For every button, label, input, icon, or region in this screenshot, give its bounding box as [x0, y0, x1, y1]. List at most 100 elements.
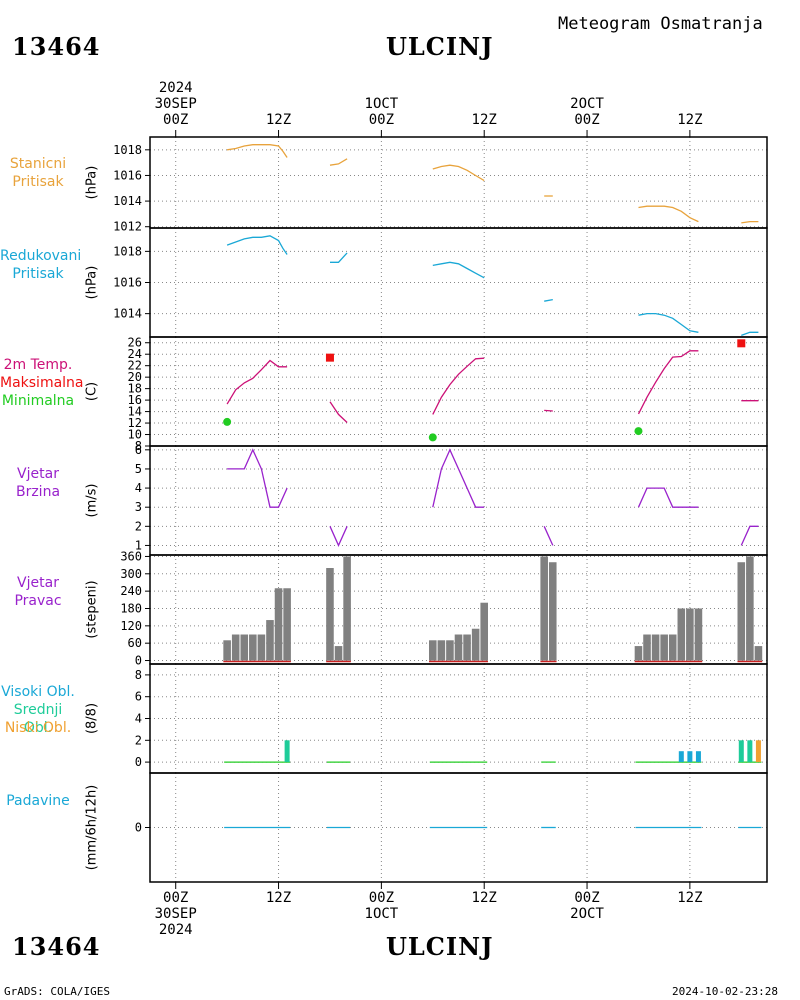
y-tick-label: 60: [128, 636, 142, 650]
time-label: 2024: [158, 80, 193, 96]
time-label: 12Z: [471, 890, 497, 906]
wind-speed-line: [329, 526, 348, 547]
panel-frame: [149, 136, 768, 229]
y-tick-label: 6: [135, 443, 142, 457]
y-tick-label: 1014: [113, 194, 142, 208]
wind-direction-bar: [326, 568, 334, 661]
y-tick-label: 0: [135, 821, 142, 835]
cloud-high-bar: [695, 751, 701, 763]
wind-direction-bar: [746, 556, 754, 661]
wind-direction-bar: [668, 634, 677, 661]
y-tick-label: 12: [128, 416, 142, 430]
wind-direction-bar: [266, 620, 274, 661]
tmin-marker: [223, 417, 232, 426]
cloud-mid-bar: [284, 740, 290, 763]
panel-label-wind-speed: Vjetar: [17, 466, 59, 482]
panel-label-wind-speed: Brzina: [15, 484, 61, 500]
footer-station-id: 13464: [12, 932, 101, 961]
cloud-high-bar: [678, 751, 684, 763]
wind-direction-bar: [548, 562, 557, 661]
y-tick-label: 18: [128, 382, 142, 396]
tmax-marker: [737, 339, 746, 348]
y-tick-label: 4: [135, 481, 142, 495]
panel-label-temperature: Minimalna: [1, 393, 75, 409]
time-label: 12Z: [265, 112, 292, 128]
wind-direction-bar: [480, 602, 488, 661]
reduced-pressure-line: [432, 261, 485, 279]
reduced-pressure-line: [226, 235, 288, 255]
wind-direction-bar: [471, 628, 480, 661]
cloud-low-bar: [755, 740, 761, 763]
station-id: 13464: [12, 32, 101, 61]
y-tick-label: 240: [120, 584, 142, 598]
time-label: 30SEP: [154, 906, 197, 922]
panel-frame: [149, 445, 768, 556]
temperature-line: [544, 409, 553, 412]
cloud-mid-bar: [738, 740, 744, 763]
y-tick-label: 14: [128, 405, 142, 419]
wind-direction-bar: [257, 634, 266, 661]
wind-direction-bar: [540, 556, 548, 661]
wind-direction-bar: [634, 646, 643, 661]
panel-label-precip: Padavine: [6, 793, 70, 809]
y-tick-label: 2: [135, 519, 142, 533]
y-tick-label: 0: [135, 654, 142, 668]
y-tick-label: 10: [128, 428, 142, 442]
panel-label-clouds: Srednji Obl.: [13, 702, 63, 736]
y-tick-label: 1018: [113, 143, 142, 157]
chart-title: Meteogram Osmatranja: [558, 14, 763, 34]
wind-direction-bar: [343, 556, 351, 661]
time-label: 30SEP: [154, 96, 197, 112]
time-label: 00Z: [574, 890, 600, 906]
tmin-marker: [634, 427, 643, 436]
y-tick-label: 1014: [113, 307, 142, 321]
y-tick-label: 120: [120, 619, 142, 633]
y-tick-label: 6: [135, 690, 142, 704]
cloud-high-bar: [687, 751, 693, 763]
time-label: 00Z: [368, 890, 395, 906]
temperature-line: [637, 350, 699, 415]
wind-direction-bar: [677, 608, 686, 661]
wind-speed-line: [432, 448, 485, 508]
panel-label-wind-direction: Pravac: [14, 593, 62, 609]
time-label: 12Z: [265, 890, 292, 906]
y-tick-label: 0: [135, 755, 142, 769]
wind-speed-line: [637, 487, 699, 508]
y-tick-label: 3: [135, 500, 142, 514]
reduced-pressure-line: [544, 298, 553, 302]
wind-direction-bar: [686, 608, 694, 661]
timestamp-text: 2024-10-02-23:28: [672, 985, 778, 998]
wind-direction-bar: [437, 640, 446, 661]
wind-direction-bar: [231, 634, 240, 661]
y-tick-label: 20: [128, 370, 142, 384]
y-tick-label: 8: [135, 668, 142, 682]
time-label: 00Z: [368, 112, 395, 128]
y-tick-label: 1016: [113, 168, 142, 182]
y-tick-label: 4: [135, 712, 142, 726]
reduced-pressure-line: [330, 252, 348, 263]
temperature-line: [226, 359, 288, 405]
wind-speed-line: [740, 525, 759, 546]
wind-direction-bar: [240, 634, 249, 661]
panel-label-clouds: Niski Obl.: [4, 720, 72, 736]
time-label: 12Z: [471, 112, 497, 128]
panel-label-station-pressure: Pritisak: [12, 174, 64, 190]
wind-direction-bar: [694, 608, 703, 661]
wind-direction-bar: [446, 640, 454, 661]
wind-direction-bar: [283, 588, 291, 661]
panel-label-reduced-pressure: Redukovani: [0, 248, 82, 264]
panel-label-temperature: 2m Temp.: [3, 357, 73, 373]
city-name: ULCINJ: [386, 32, 494, 61]
temperature-line: [329, 401, 348, 423]
y-tick-label: 180: [120, 601, 142, 615]
y-tick-label: 1018: [113, 244, 142, 258]
wind-direction-bar: [454, 634, 463, 661]
panel-label-reduced-pressure: Pritisak: [12, 266, 64, 282]
panel-frame: [149, 336, 768, 447]
y-tick-label: 16: [128, 393, 142, 407]
tmin-marker: [428, 433, 437, 442]
wind-speed-line: [543, 526, 554, 546]
y-tick-label: 300: [120, 567, 142, 581]
wind-direction-bar: [737, 562, 746, 661]
